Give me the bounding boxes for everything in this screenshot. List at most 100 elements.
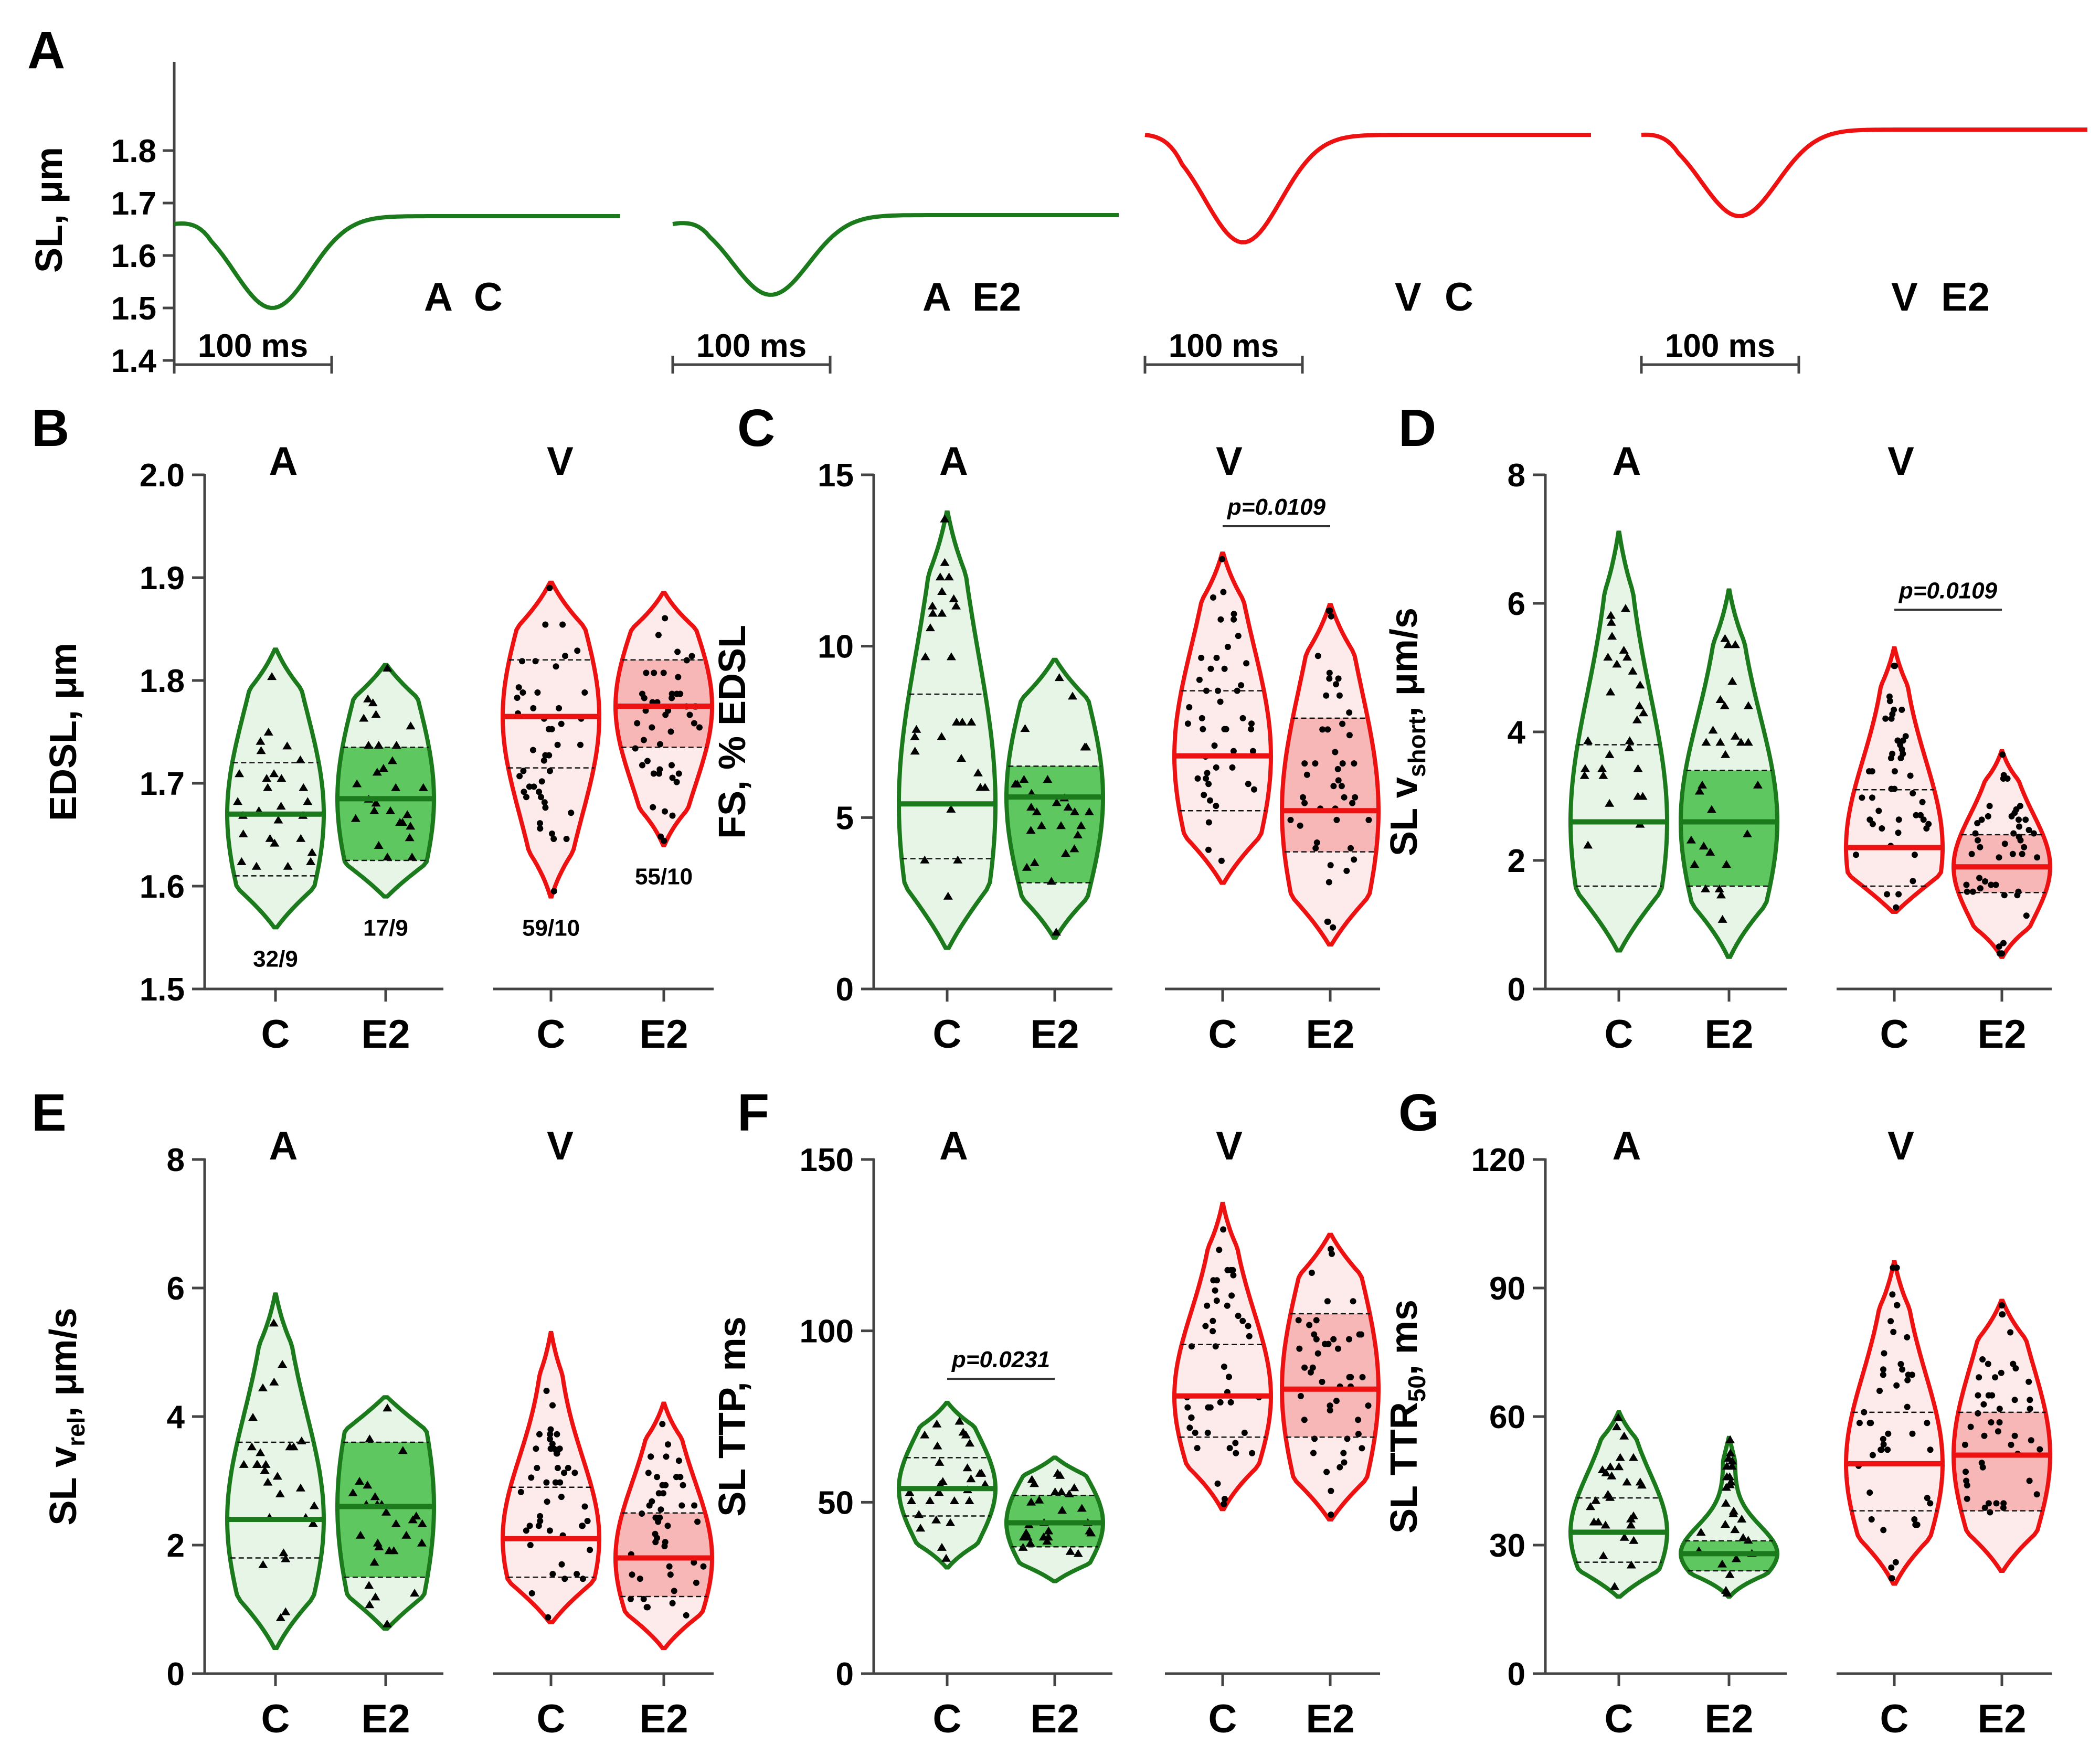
data-point — [2025, 827, 2032, 833]
data-point — [1895, 891, 1902, 898]
data-point — [1340, 1450, 1347, 1456]
data-point — [655, 1490, 662, 1497]
data-point — [1880, 1366, 1886, 1373]
y-tick-label: 1.6 — [111, 238, 156, 274]
data-point — [538, 778, 545, 785]
x-category-label: E2 — [1705, 1697, 1754, 1741]
data-point — [1699, 842, 1709, 850]
data-point — [1866, 768, 1872, 775]
data-point — [1972, 830, 1979, 837]
data-point — [1313, 839, 1320, 846]
data-point — [1880, 1441, 1887, 1448]
data-point — [1010, 779, 1020, 787]
data-point — [1725, 1480, 1735, 1488]
violin — [500, 1331, 602, 1624]
scale-bar-label: 100 ms — [696, 328, 807, 364]
x-category-label: E2 — [362, 1697, 410, 1741]
data-point — [359, 714, 369, 722]
data-point — [1895, 816, 1902, 823]
data-point — [1076, 821, 1086, 829]
data-point — [1981, 1432, 1988, 1439]
data-point — [1084, 807, 1094, 815]
data-point — [1365, 1402, 1372, 1409]
data-point — [1350, 1298, 1356, 1305]
data-point — [1927, 1500, 1934, 1507]
data-point — [1891, 785, 1898, 792]
data-point — [962, 1463, 972, 1472]
data-point — [1722, 860, 1732, 868]
violin-iqr-fill — [1846, 790, 1943, 886]
data-point — [1335, 1345, 1341, 1352]
violin — [1172, 1201, 1274, 1512]
violin-outline — [335, 1395, 436, 1631]
data-point — [1069, 844, 1079, 853]
data-point — [1619, 1532, 1629, 1541]
data-point — [363, 1481, 373, 1489]
data-point — [299, 783, 309, 791]
data-point — [691, 1502, 698, 1509]
data-point — [368, 698, 378, 707]
p-value-label: p=0.0231 — [951, 1347, 1050, 1372]
data-point — [1924, 1420, 1931, 1427]
data-point — [1336, 692, 1343, 699]
data-point — [1200, 726, 1206, 732]
data-point — [1724, 1454, 1734, 1462]
data-point — [1032, 807, 1042, 815]
data-point — [1330, 783, 1337, 790]
x-category-label: C — [1880, 1012, 1909, 1057]
data-point — [1051, 928, 1061, 936]
data-point — [2026, 1477, 2033, 1484]
data-point — [1052, 798, 1062, 806]
data-point — [386, 806, 395, 814]
data-point — [348, 1488, 358, 1496]
data-point — [1217, 616, 1224, 623]
data-point — [1205, 1404, 1212, 1411]
data-point — [965, 1439, 975, 1447]
data-point — [1880, 1371, 1886, 1378]
data-point — [1337, 1464, 1343, 1471]
data-point — [1620, 604, 1630, 612]
y-tick-label: 120 — [1471, 1142, 1525, 1178]
data-point — [1346, 732, 1353, 739]
data-point — [406, 721, 416, 730]
data-point — [1314, 653, 1321, 659]
data-point — [1295, 1317, 1302, 1324]
data-point — [1992, 1374, 1999, 1381]
data-point — [1297, 822, 1303, 829]
data-point — [1998, 1369, 2004, 1376]
data-point — [1022, 863, 1032, 871]
data-point — [1614, 1413, 1623, 1421]
y-axis-label-unit: , μm/s — [1383, 608, 1425, 717]
data-point — [536, 1431, 543, 1438]
x-category-label: E2 — [362, 1012, 410, 1057]
data-point — [1204, 1302, 1211, 1309]
data-point — [364, 1581, 374, 1589]
data-point — [402, 810, 412, 818]
data-point — [2021, 844, 2028, 850]
data-point — [1065, 1547, 1075, 1555]
x-category-label: E2 — [1031, 1012, 1079, 1057]
x-category-label: E2 — [1306, 1697, 1355, 1741]
violin-outline — [500, 1331, 602, 1624]
y-tick-label: 1.8 — [111, 133, 156, 169]
data-point — [306, 857, 316, 865]
data-point — [1698, 780, 1707, 789]
data-point — [1875, 807, 1882, 814]
data-point — [1235, 633, 1242, 640]
data-point — [1690, 860, 1700, 868]
data-point — [1333, 816, 1340, 823]
data-point — [1201, 792, 1207, 799]
data-point — [1727, 677, 1737, 685]
violin — [1678, 1435, 1780, 1599]
data-point — [1323, 1468, 1330, 1475]
data-point — [383, 664, 393, 672]
data-point — [530, 705, 537, 711]
data-point — [283, 861, 293, 870]
data-point — [1217, 698, 1224, 705]
data-point — [1891, 663, 1897, 669]
data-point — [660, 669, 667, 676]
data-point — [655, 632, 662, 638]
data-point — [1339, 760, 1346, 767]
data-point — [1720, 634, 1730, 642]
data-point — [1326, 675, 1333, 682]
